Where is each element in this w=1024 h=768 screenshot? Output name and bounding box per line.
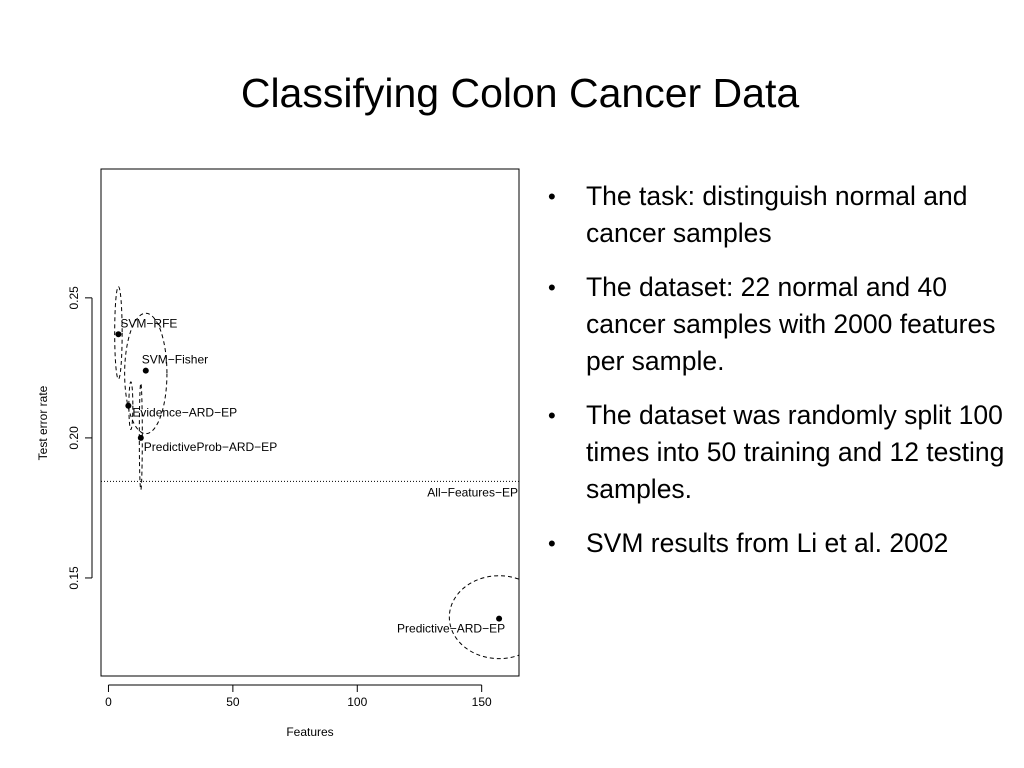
data-point (137, 434, 144, 441)
bullet-item: • The dataset was randomly split 100 tim… (548, 397, 1018, 508)
bullet-item: • The task: distinguish normal and cance… (548, 178, 1018, 252)
uncertainty-ellipse-3 (128, 381, 134, 431)
scatter-chart: SVM−RFE SVM−Fisher Evidence−ARD−EP Predicti… (36, 168, 520, 739)
x-axis-label: Features (286, 725, 333, 739)
bullet-dot-icon: • (548, 531, 556, 556)
bullet-text: SVM results from Li et al. 2002 (586, 528, 949, 558)
reference-line-label: All−Features−EP (427, 485, 518, 499)
bullet-dot-icon: • (548, 184, 556, 209)
bullet-dot-icon: • (548, 403, 556, 428)
x-tick-label: 100 (347, 695, 367, 709)
bullet-item: • SVM results from Li et al. 2002 (548, 525, 1018, 562)
point-label: Evidence−ARD−EP (132, 406, 237, 420)
point-label: SVM−RFE (120, 316, 177, 330)
uncertainty-ellipse-2 (124, 312, 168, 435)
bullet-text: The dataset: 22 normal and 40 cancer sam… (586, 272, 996, 376)
data-point (125, 402, 132, 409)
y-tick-label: 0.25 (67, 286, 81, 310)
point-labels: SVM−RFE SVM−Fisher Evidence−ARD−EP Predicti… (120, 316, 505, 635)
x-tick-label: 0 (105, 695, 112, 709)
x-tick-label: 50 (226, 695, 240, 709)
uncertainty-ellipse-1 (114, 286, 123, 380)
point-label: PredictiveProb−ARD−EP (144, 440, 277, 454)
point-label: SVM−Fisher (142, 353, 208, 367)
data-points (115, 331, 503, 622)
y-tick-label: 0.15 (67, 566, 81, 590)
bullet-item: • The dataset: 22 normal and 40 cancer s… (548, 269, 1018, 380)
y-axis-label: Test error rate (36, 385, 50, 460)
data-point (115, 331, 122, 338)
point-label: Predictive−ARD−EP (397, 622, 505, 636)
data-point (496, 615, 503, 622)
x-tick-label: 150 (472, 695, 492, 709)
uncertainty-ellipses (114, 286, 519, 660)
y-tick-label: 0.20 (67, 426, 81, 450)
data-point (142, 367, 149, 374)
slide-title: Classifying Colon Cancer Data (240, 70, 800, 116)
plot-frame (100, 168, 520, 677)
x-axis: 0 50 100 150 (105, 684, 492, 709)
uncertainty-ellipse-5 (448, 575, 519, 660)
y-axis: 0.15 0.20 0.25 (67, 286, 93, 590)
bullet-text: The task: distinguish normal and cancer … (586, 181, 968, 248)
bullet-dot-icon: • (548, 275, 556, 300)
bullet-text: The dataset was randomly split 100 times… (586, 400, 1005, 504)
bullet-list: • The task: distinguish normal and cance… (548, 178, 1018, 579)
